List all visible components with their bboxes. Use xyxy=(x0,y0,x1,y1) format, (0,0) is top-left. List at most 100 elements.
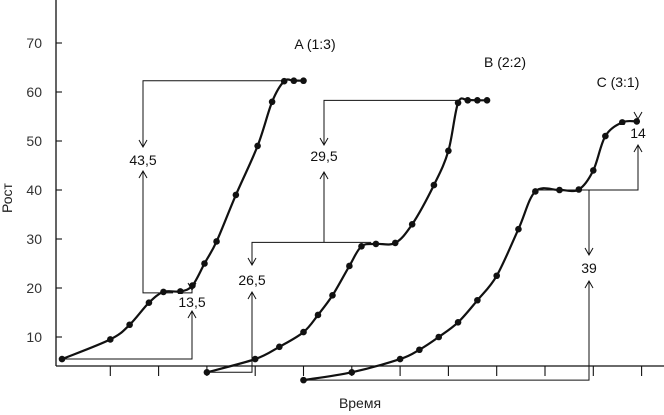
bracket-line xyxy=(323,99,459,145)
data-point xyxy=(280,77,288,85)
series-labels: A (1:3) B (2:2) C (3:1) xyxy=(294,36,639,90)
data-point xyxy=(391,239,399,247)
bracket-line xyxy=(142,80,285,147)
data-point xyxy=(348,368,356,376)
data-point xyxy=(454,319,462,326)
annotation-backdrop xyxy=(571,260,607,276)
annotation-label: 43,5 xyxy=(129,152,156,168)
arrowhead xyxy=(247,290,257,300)
arrowhead xyxy=(633,111,643,121)
y-ticks: 10 20 30 40 50 60 70 xyxy=(26,35,62,345)
series-label: A (1:3) xyxy=(294,36,335,52)
bracket-line xyxy=(251,241,372,265)
data-point xyxy=(575,186,583,193)
data-point xyxy=(556,186,563,194)
annotation-brackets xyxy=(62,80,643,381)
series-line xyxy=(303,119,637,382)
data-point xyxy=(408,221,416,228)
y-tick-label: 70 xyxy=(26,35,42,51)
data-point xyxy=(416,346,423,354)
data-point xyxy=(346,262,353,270)
data-point xyxy=(58,355,66,363)
series-group xyxy=(58,77,641,384)
annotation-label: 29,5 xyxy=(310,148,337,164)
data-point xyxy=(126,321,133,329)
bracket-line xyxy=(303,281,590,381)
annotation-backdrop xyxy=(620,125,656,141)
y-tick-label: 30 xyxy=(26,231,42,247)
y-tick-label: 40 xyxy=(26,182,42,198)
data-point xyxy=(396,355,404,363)
series-label: C (3:1) xyxy=(597,74,640,90)
y-tick-label: 10 xyxy=(26,329,42,345)
data-point xyxy=(189,282,196,289)
series-2 xyxy=(203,97,491,376)
data-point xyxy=(483,97,491,104)
axes xyxy=(55,0,664,367)
data-point xyxy=(618,119,626,126)
series-3 xyxy=(300,118,641,384)
arrowhead xyxy=(187,309,197,319)
series-line xyxy=(206,97,487,374)
data-point xyxy=(107,336,114,343)
data-point xyxy=(532,188,539,195)
data-point xyxy=(268,98,276,106)
data-point xyxy=(254,142,261,150)
arrowhead xyxy=(584,279,594,289)
data-point xyxy=(445,147,452,155)
arrowhead xyxy=(633,143,643,153)
data-point xyxy=(493,272,501,280)
data-point xyxy=(290,77,298,85)
series-1 xyxy=(58,77,307,363)
data-point xyxy=(232,191,240,199)
y-tick-label: 20 xyxy=(26,280,42,296)
annotation-label: 39 xyxy=(581,260,597,276)
data-point xyxy=(300,77,307,85)
y-tick-label: 60 xyxy=(26,84,42,100)
annotation-backdrop xyxy=(306,148,342,164)
data-point xyxy=(464,97,472,104)
series-label: B (2:2) xyxy=(484,54,526,70)
data-point xyxy=(633,118,641,125)
annotation-backdrop xyxy=(234,272,270,288)
bracket-line xyxy=(62,311,193,360)
bracket-line xyxy=(142,171,174,294)
data-point xyxy=(314,311,322,319)
bracket-line xyxy=(535,189,590,255)
data-point xyxy=(358,243,365,250)
annotation-backdrop xyxy=(174,294,210,310)
series-line xyxy=(61,78,304,361)
annotation-backdrop xyxy=(125,152,161,168)
data-point xyxy=(145,299,153,307)
data-point xyxy=(201,260,208,267)
data-point xyxy=(177,288,184,295)
data-point xyxy=(372,240,380,248)
data-point xyxy=(430,181,438,189)
x-axis-label: Время xyxy=(339,395,381,411)
data-point xyxy=(515,225,522,233)
data-point xyxy=(329,292,336,299)
arrowhead xyxy=(138,169,148,179)
data-point xyxy=(602,132,609,140)
annotation-labels: 13,5 43,5 26,5 29,5 39 14 xyxy=(125,125,656,310)
data-point xyxy=(203,368,211,376)
x-ticks xyxy=(109,366,643,376)
data-point xyxy=(300,328,307,336)
arrowhead xyxy=(319,137,329,147)
data-point xyxy=(454,99,462,107)
data-point xyxy=(474,97,481,104)
y-axis-label: Рост xyxy=(0,182,15,213)
data-point xyxy=(590,167,597,174)
annotation-label: 26,5 xyxy=(238,272,265,288)
data-point xyxy=(276,343,283,351)
bracket-line xyxy=(559,145,639,191)
y-tick-label: 50 xyxy=(26,133,42,149)
arrowhead xyxy=(584,247,594,257)
arrowhead xyxy=(319,170,329,180)
data-point xyxy=(160,288,167,296)
data-point xyxy=(213,238,220,245)
data-point xyxy=(300,376,307,384)
data-point xyxy=(435,333,443,341)
data-point xyxy=(251,355,259,363)
